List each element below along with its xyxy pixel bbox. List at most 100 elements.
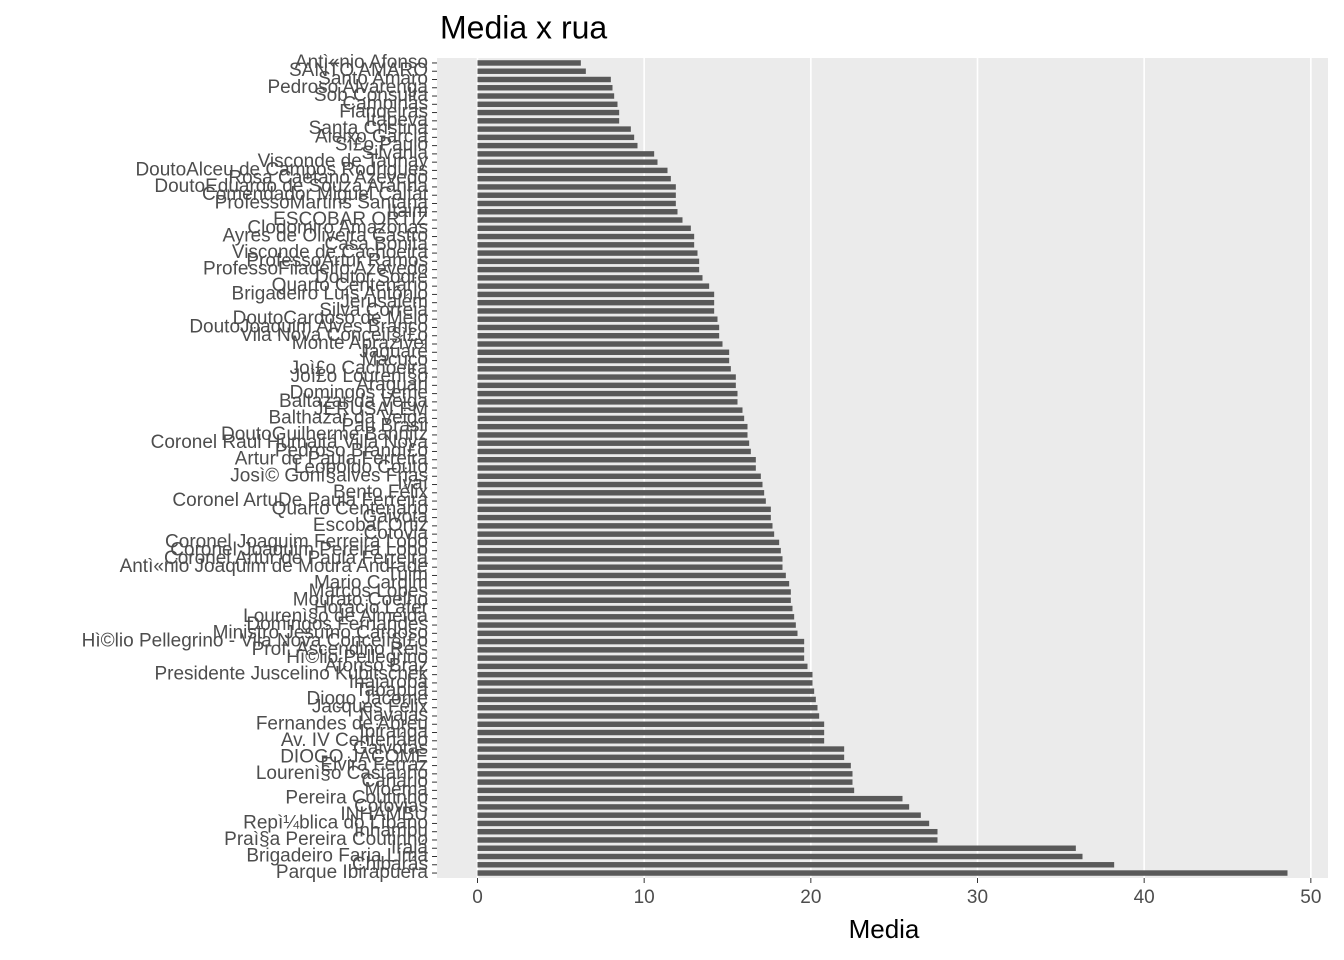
bar [477,762,851,769]
y-tick-label: ProfessoArtur Ramos [246,250,428,271]
bar [477,729,825,736]
bar [477,820,930,827]
bar [477,192,676,198]
y-tick-label: DIOGO JACOME [280,746,428,767]
y-tick-label: Horácio Lafer [314,598,429,619]
bar [477,498,766,504]
y-tick-label: Praì§a Pereira Coutinho [224,829,428,850]
y-tick-label: Prof. Ascendino Reis [252,639,428,660]
bar [477,151,655,157]
bar [477,622,796,628]
bar [477,837,938,843]
bar [477,663,808,670]
y-tick-label: Marcos Lopes [309,581,428,602]
bar [477,258,700,265]
bar [477,316,718,322]
y-tick-label: Visconde de Taunay [258,151,429,172]
bar [477,399,738,405]
bar [477,440,750,446]
y-tick-label: Diogo Jacome [307,688,428,709]
y-tick-label: Jacques Félix [312,697,429,718]
bar [477,68,586,74]
bar [477,655,805,661]
y-tick-label: Clodomiro Amazonas [247,217,428,238]
bar [477,366,731,372]
y-tick-label: ESCOBAR ORTIZ [273,209,428,230]
bar [477,167,668,174]
y-tick-label: Comendador Miguel Calfat [202,184,429,205]
bar [477,109,620,116]
bar [477,299,715,306]
y-tick-label: Parque Ibirapuera [276,862,429,883]
bar [477,93,615,99]
bar [477,638,805,645]
y-tick-label: DoutoGuilherme Bannitz [221,424,428,445]
y-tick-label: Sì£o Paulo [335,135,428,156]
y-tick-label: ProfessoFiladelfo Azevedo [203,259,428,280]
bar [477,374,736,380]
bar [477,605,793,612]
y-tick-label: INHAMBU [340,804,428,825]
bar [477,787,855,794]
bar [477,704,818,711]
y-tick-label: Jerusalém [340,292,428,313]
bar [477,324,720,331]
bar [477,473,761,479]
bar [477,580,790,587]
bar [477,539,780,546]
bar [477,407,743,413]
x-tick-label: 50 [1300,887,1321,908]
bar [477,556,783,562]
bar [477,85,613,91]
y-tick-label: Silva Correia [319,300,428,321]
bar [477,159,658,165]
y-tick-label: SANTO AMARO [289,60,428,81]
y-tick-label: Coronel Joaquim Pereira Lobo [170,540,428,561]
bar [477,853,1083,860]
bar [477,688,815,694]
y-tick-label: Joì£o Cachoeira [290,358,429,379]
bar [477,118,620,124]
y-tick-label: Santa Cristina [309,118,429,139]
bar [477,250,698,256]
y-tick-label: Visconde de Cachoeira [232,242,429,263]
y-tick-label: Antì«nio Joaquim de Moura Andrade [120,556,428,577]
bar [477,209,678,215]
y-tick-label: Jaguaré [359,341,428,362]
y-tick-label: Lourenì§o de Almeida [243,606,428,627]
bar [477,415,745,422]
bar [477,738,825,744]
y-tick-label: Monte Aprazível [292,333,428,354]
bar [477,217,683,223]
y-tick-label: Fernandes de Abreu [256,713,428,734]
y-tick-label: Repì¼blica do Líbano [243,812,428,833]
y-tick-label: Domingos Leme [290,383,428,404]
bar [477,266,700,273]
bar [477,465,756,471]
y-tick-label: Brigadeiro Luís Antônio [232,283,428,304]
bar [477,142,638,149]
y-tick-label: Escobar Ortiz [313,515,428,536]
y-tick-label: Canário [361,771,428,792]
y-tick-label: Silvania [361,143,428,164]
y-tick-label: Sob Consulta [314,85,429,106]
y-tick-label: Tuim [386,564,428,585]
y-tick-label: Vila Nova Conceiì§ì£o [240,325,428,346]
y-tick-label: Josì© Gonì§alves Frias [230,465,428,486]
bar [477,531,775,537]
bar [477,746,845,752]
y-tick-label: Antì«nio Afonso [295,52,428,73]
y-tick-label: Cotovia [364,523,429,544]
y-tick-label: Brigadeiro Faria Lima [246,846,428,867]
bar [477,242,695,248]
bar [477,862,1115,868]
y-tick-label: Gaivota [363,507,429,528]
bar [477,547,781,554]
bar [477,597,791,603]
y-tick-label: Aleixo Garcia [315,126,428,147]
y-tick-label: Ipiranga [359,722,428,743]
y-tick-label: Pedroso Alvarenga [267,77,428,98]
y-tick-label: Irajá [391,837,428,858]
bar [477,845,1076,851]
y-tick-label: Macuco [361,350,428,371]
